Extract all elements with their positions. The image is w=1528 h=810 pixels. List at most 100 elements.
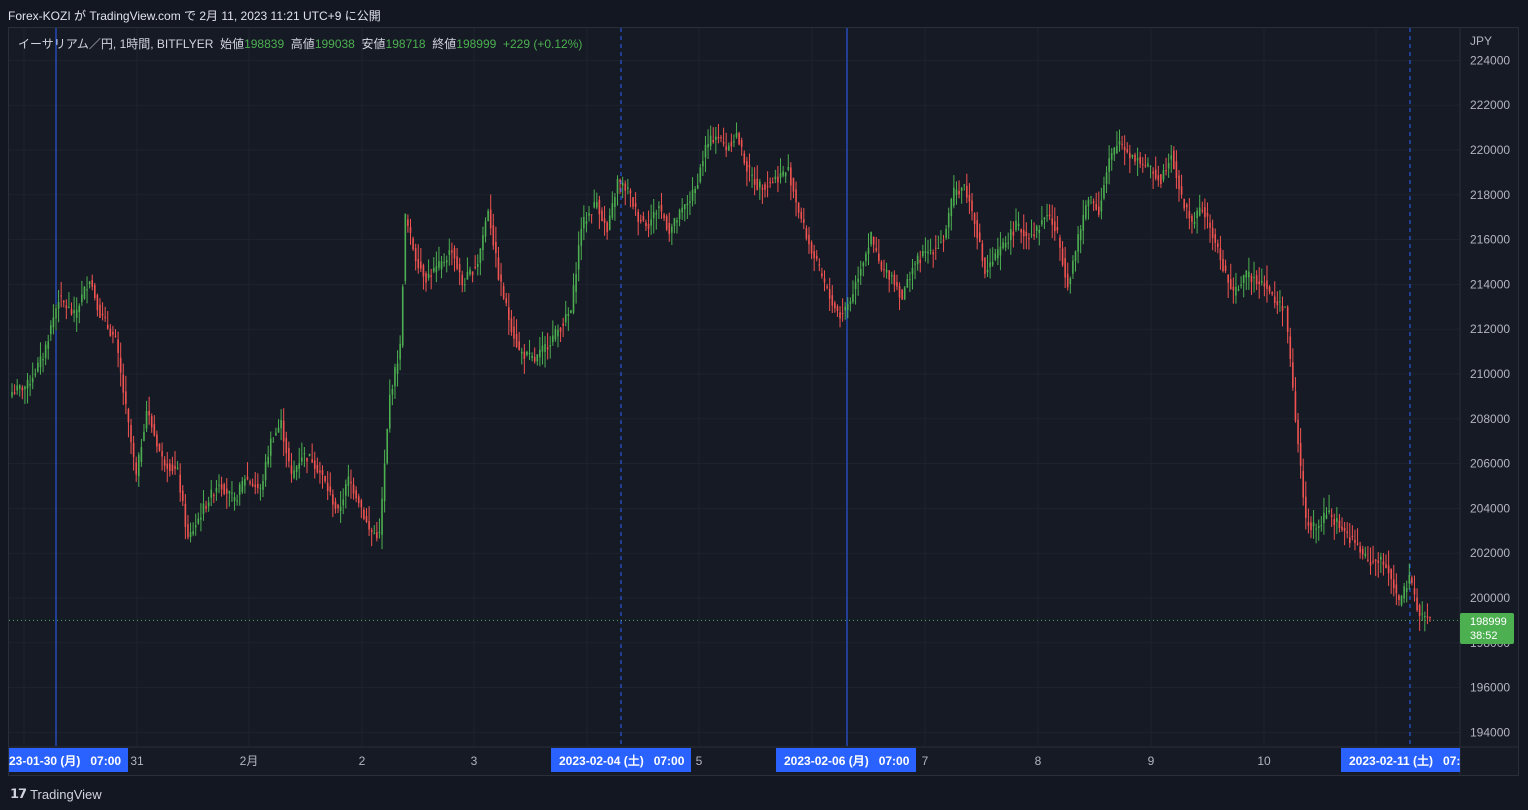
candle xyxy=(733,134,735,148)
candle xyxy=(404,213,407,285)
candle xyxy=(445,255,448,273)
candle xyxy=(241,477,244,494)
candle-body xyxy=(135,462,138,475)
candle-body xyxy=(430,275,432,277)
tradingview-logo[interactable]: 𝟭𝟳 TradingView xyxy=(10,786,102,802)
candle xyxy=(875,236,878,253)
candle-body xyxy=(611,203,614,218)
candle-body xyxy=(575,274,577,292)
price-tick-label: 208000 xyxy=(1470,412,1510,426)
candle xyxy=(1020,228,1022,244)
candle xyxy=(207,496,210,512)
candle-body xyxy=(572,285,575,313)
candle-body xyxy=(293,470,295,478)
candle xyxy=(11,383,13,399)
candle-body xyxy=(704,144,707,158)
candle-body xyxy=(658,206,660,208)
date-marker-badge xyxy=(551,748,691,772)
candle-body xyxy=(834,302,836,309)
open-value: 198839 xyxy=(244,37,285,51)
high-value: 199038 xyxy=(314,37,355,51)
candle xyxy=(1116,131,1118,154)
candle-body xyxy=(999,246,1002,256)
candle-body xyxy=(541,345,544,352)
candle xyxy=(696,173,699,190)
candle-body xyxy=(272,441,275,443)
candle xyxy=(1217,239,1219,254)
candle xyxy=(373,525,376,535)
candle-body xyxy=(1149,165,1152,167)
candle xyxy=(1413,575,1416,602)
candle-body xyxy=(595,201,598,208)
candle-body xyxy=(828,288,831,299)
candle-body xyxy=(13,392,16,394)
candle-body xyxy=(1077,234,1079,252)
candle xyxy=(409,218,412,245)
candle xyxy=(355,486,357,503)
candle-body xyxy=(1059,237,1061,248)
candle xyxy=(1380,552,1382,573)
date-marker-badge xyxy=(9,748,128,772)
candle-body xyxy=(96,294,99,311)
price-tick-label: 222000 xyxy=(1470,98,1510,112)
candle xyxy=(779,158,782,184)
candle-body xyxy=(971,200,973,212)
candle xyxy=(603,205,606,236)
candle xyxy=(1289,327,1292,367)
candle-body xyxy=(376,532,378,539)
candle xyxy=(1416,588,1418,612)
chart-frame[interactable] xyxy=(8,27,1519,776)
candle-body xyxy=(1072,260,1074,274)
candle xyxy=(1198,194,1201,217)
candle-body xyxy=(601,210,603,222)
time-tick-label: 3 xyxy=(471,754,478,768)
candle xyxy=(960,186,963,204)
candle xyxy=(934,235,937,260)
candle xyxy=(818,258,821,272)
candle-body xyxy=(1017,223,1020,227)
candle-body xyxy=(559,327,562,332)
candle xyxy=(394,363,396,399)
candle xyxy=(161,442,163,471)
candle xyxy=(743,150,746,166)
candle xyxy=(254,472,257,495)
candle xyxy=(1121,135,1123,150)
candle-body xyxy=(1095,203,1098,210)
candle xyxy=(756,165,759,191)
candle-body xyxy=(986,269,989,273)
candle xyxy=(738,131,740,146)
candle-body xyxy=(479,248,482,264)
candle xyxy=(1077,226,1079,264)
currency-unit: JPY xyxy=(1470,34,1493,48)
candle xyxy=(1178,169,1180,202)
candle-body xyxy=(57,301,60,309)
candle-body xyxy=(875,248,878,251)
candle xyxy=(365,508,368,524)
candle xyxy=(986,255,989,277)
candle-body xyxy=(329,486,332,492)
candle xyxy=(497,246,500,281)
candle-body xyxy=(140,447,143,462)
candle-body xyxy=(1103,185,1105,199)
candle xyxy=(740,137,743,156)
candle xyxy=(225,478,228,509)
candle xyxy=(1219,235,1222,270)
candle xyxy=(1095,192,1098,211)
candle xyxy=(329,472,332,496)
candle-body xyxy=(839,312,841,319)
candle-body xyxy=(262,480,264,490)
candle xyxy=(1154,156,1157,181)
candle-body xyxy=(1367,559,1369,561)
candle xyxy=(1085,200,1087,221)
candle xyxy=(75,297,78,332)
candle xyxy=(981,240,984,268)
candle-body xyxy=(953,187,955,206)
candle xyxy=(202,490,205,521)
candle-body xyxy=(769,182,771,184)
candle-body xyxy=(280,420,282,429)
candle-body xyxy=(47,341,50,349)
candle-body xyxy=(738,133,740,145)
candle xyxy=(572,273,575,315)
candle xyxy=(1356,528,1359,546)
